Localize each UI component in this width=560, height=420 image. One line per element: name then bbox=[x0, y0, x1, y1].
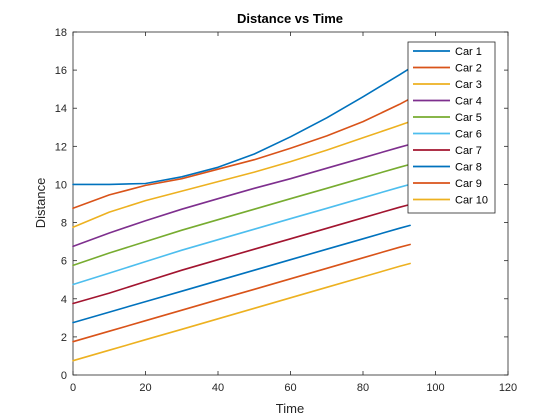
legend-label-car-8: Car 8 bbox=[455, 162, 482, 174]
series-line-car-3 bbox=[72, 120, 411, 229]
legend-label-car-9: Car 9 bbox=[455, 178, 482, 190]
legend-label-car-5: Car 5 bbox=[455, 112, 482, 124]
legend-label-car-2: Car 2 bbox=[455, 63, 482, 75]
y-tick-label: 8 bbox=[61, 218, 67, 230]
legend-label-car-1: Car 1 bbox=[455, 46, 482, 58]
y-tick-label: 4 bbox=[61, 294, 67, 306]
x-tick-label: 20 bbox=[139, 382, 151, 394]
x-tick-label: 80 bbox=[357, 382, 369, 394]
series-line-car-2 bbox=[72, 97, 411, 210]
x-axis-label: Time bbox=[276, 401, 304, 416]
x-tick-label: 120 bbox=[499, 382, 517, 394]
y-tick-label: 18 bbox=[55, 27, 67, 39]
series-line-car-1 bbox=[72, 67, 411, 186]
y-tick-label: 0 bbox=[61, 370, 67, 382]
series-line-car-5 bbox=[72, 163, 411, 267]
legend-label-car-3: Car 3 bbox=[455, 79, 482, 91]
y-tick-label: 14 bbox=[55, 103, 67, 115]
y-tick-label: 10 bbox=[55, 179, 67, 191]
legend-label-car-10: Car 10 bbox=[455, 195, 488, 207]
series-line-car-9 bbox=[72, 243, 411, 343]
legend-label-car-7: Car 7 bbox=[455, 145, 482, 157]
legend-label-car-4: Car 4 bbox=[455, 96, 482, 108]
x-tick-label: 60 bbox=[284, 382, 296, 394]
legend-box bbox=[407, 41, 496, 214]
series-line-car-4 bbox=[72, 143, 411, 248]
y-axis-label: Distance bbox=[33, 178, 48, 229]
y-tick-label: 2 bbox=[61, 332, 67, 344]
chart-title: Distance vs Time bbox=[237, 11, 343, 26]
series-line-car-10 bbox=[72, 262, 411, 362]
y-tick-label: 12 bbox=[55, 141, 67, 153]
legend: Car 1 Car 2 Car 3 Car 4 Car 5 Car 6 Car 7 Car 8… bbox=[407, 41, 496, 214]
x-tick-label: 40 bbox=[212, 382, 224, 394]
y-tick-label: 16 bbox=[55, 65, 67, 77]
legend-label-car-6: Car 6 bbox=[455, 129, 482, 141]
series-line-car-6 bbox=[72, 183, 411, 286]
x-tick-label: 0 bbox=[70, 382, 76, 394]
series-line-car-8 bbox=[72, 224, 411, 324]
x-tick-label: 100 bbox=[426, 382, 444, 394]
y-tick-label: 6 bbox=[61, 256, 67, 268]
series-line-car-7 bbox=[72, 203, 411, 305]
